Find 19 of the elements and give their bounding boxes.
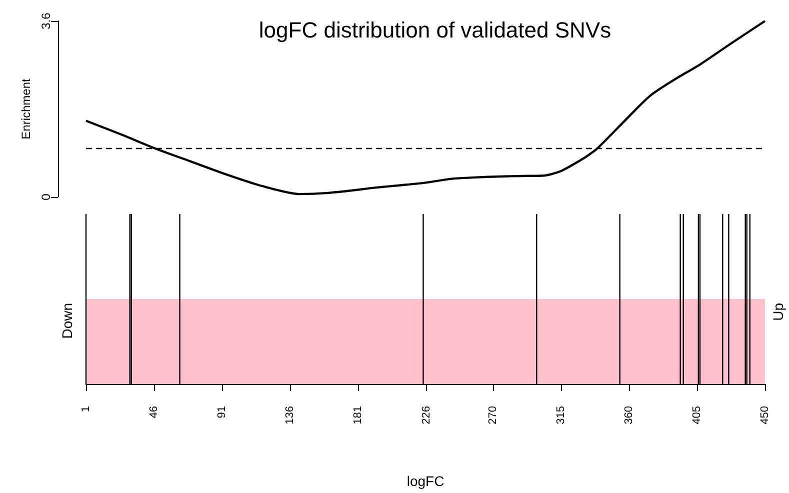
x-tick-label: 181 (352, 406, 364, 424)
x-tick-label: 405 (690, 406, 703, 424)
x-tick-label: 136 (284, 406, 296, 424)
text: Down (59, 303, 75, 339)
line-series (84, 20, 766, 196)
x-axis-title: logFC (406, 473, 444, 489)
x-tick-label: 1 (80, 406, 92, 412)
x-tick-label: 91 (216, 406, 228, 418)
x-tick-label: 360 (622, 406, 635, 424)
y-tick-label: 0 (39, 193, 53, 200)
x-tick-label: 450 (759, 406, 771, 424)
x-tick-label: 46 (148, 406, 160, 418)
y-tick-label: 3.6 (39, 12, 53, 30)
y-axis-title: Enrichment (19, 78, 34, 140)
x-tick-label: 226 (420, 406, 432, 424)
chart-title: logFC distribution of validated SNVs (258, 18, 612, 42)
x-tick-label: 315 (554, 406, 567, 424)
x-tick-label: 270 (486, 406, 499, 424)
text: Up (770, 302, 786, 321)
